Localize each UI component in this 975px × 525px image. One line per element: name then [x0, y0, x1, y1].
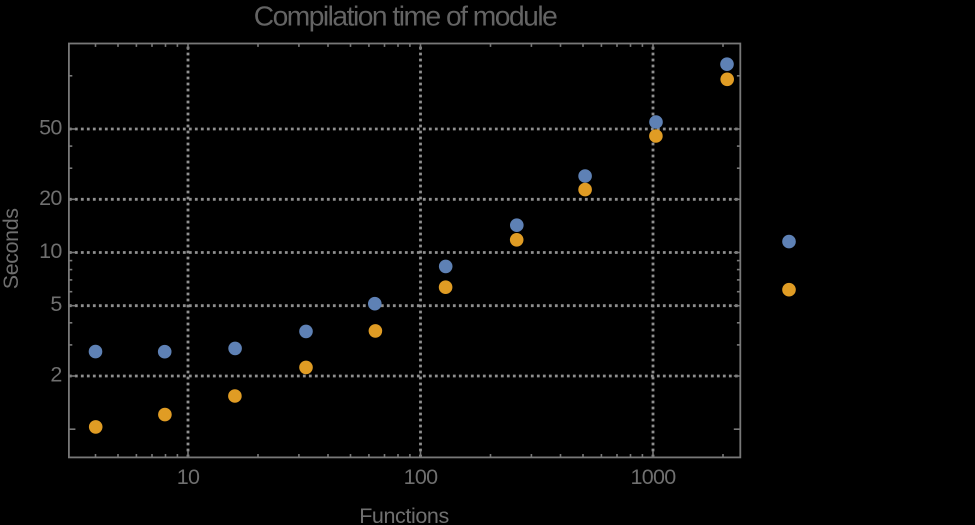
svg-text:5: 5 — [50, 292, 62, 316]
svg-text:Compilation time of module: Compilation time of module — [254, 0, 557, 32]
svg-text:2: 2 — [50, 363, 61, 387]
svg-text:20: 20 — [39, 186, 62, 210]
svg-text:100: 100 — [404, 465, 439, 489]
svg-text:10: 10 — [39, 239, 62, 263]
svg-text:Seconds: Seconds — [0, 208, 23, 289]
svg-text:Functions: Functions — [359, 504, 449, 525]
svg-text:1000: 1000 — [630, 465, 676, 489]
svg-text:10: 10 — [177, 465, 200, 489]
svg-text:50: 50 — [39, 116, 62, 140]
